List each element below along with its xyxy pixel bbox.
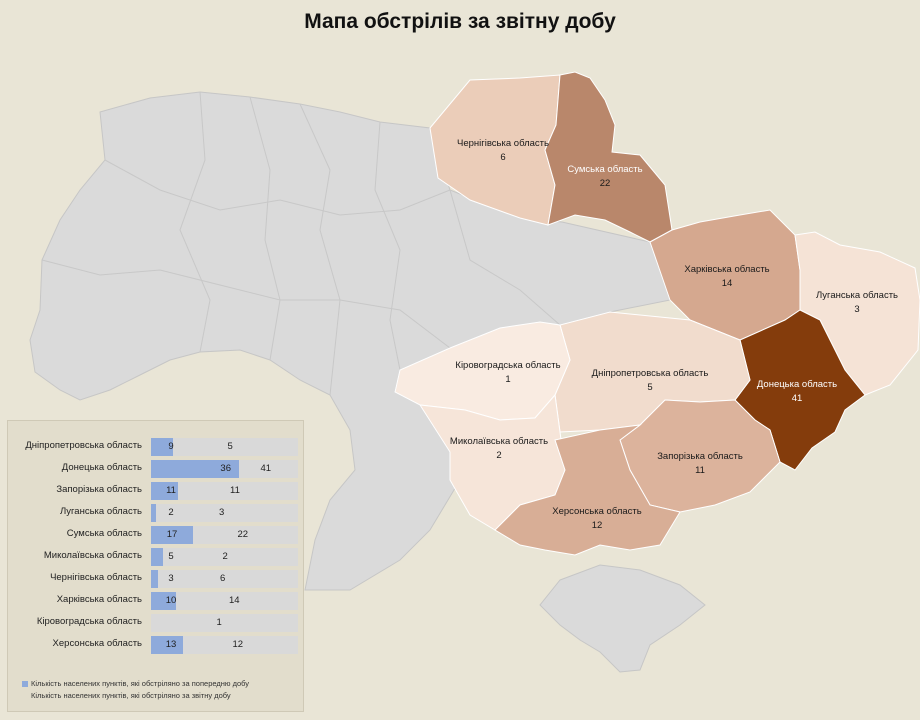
chart-value-current: 12 — [232, 639, 244, 650]
chart-row: Донецька область 36 41 — [8, 460, 303, 479]
label-kirovohrad: Кіровоградська область — [455, 360, 560, 371]
value-mykolaiv: 2 — [496, 450, 501, 461]
region-kherson[interactable] — [494, 424, 681, 556]
chart-value-previous: 10 — [165, 595, 177, 606]
label-sumy: Сумська область — [567, 164, 642, 175]
value-kirovohrad: 1 — [505, 374, 510, 385]
chart-value-current: 41 — [260, 463, 272, 474]
chart-category-label: Миколаївська область — [43, 550, 142, 561]
chart-value-previous: 3 — [168, 573, 174, 584]
label-mykolaiv: Миколаївська область — [450, 436, 548, 447]
chart-bar-current: 1 — [151, 614, 298, 632]
oblast-borders — [41, 91, 561, 396]
chart-bar-previous — [151, 570, 158, 588]
chart-value-previous: 13 — [165, 639, 177, 650]
chart-value-previous: 5 — [168, 551, 174, 562]
chart-value-current: 14 — [229, 595, 240, 606]
chart-bar-current: 36 41 — [151, 460, 298, 478]
chart-category-label: Херсонська область — [52, 638, 142, 649]
chart-value-current: 11 — [230, 485, 240, 496]
chart-category-label: Луганська область — [59, 506, 142, 517]
chart-row: Запорізька область 11 11 — [8, 482, 303, 501]
value-dnipro: 5 — [647, 382, 652, 393]
chart-bar-previous — [151, 548, 163, 566]
chart-row: Херсонська область 13 12 — [8, 636, 303, 655]
chart-row: Кіровоградська область 1 — [8, 614, 303, 633]
chart-bar-previous — [151, 460, 239, 478]
chart-row: Харківська область 10 14 — [8, 592, 303, 611]
chart-bar-previous — [151, 636, 183, 654]
chart-value-previous: 11 — [166, 485, 176, 496]
label-kherson: Херсонська область — [552, 506, 642, 517]
label-chernihiv: Чернігівська область — [457, 138, 549, 149]
label-dnipro: Дніпропетровська область — [592, 368, 709, 379]
label-luhansk: Луганська область — [816, 290, 898, 301]
label-kharkiv: Харківська область — [684, 264, 769, 275]
label-donetsk: Донецька область — [757, 379, 837, 390]
region-crimea — [539, 564, 706, 673]
legend-label-current: Кількість населених пунктів, які обстріл… — [31, 691, 231, 700]
chart-bar-previous — [151, 482, 178, 500]
value-kharkiv: 14 — [722, 278, 733, 289]
legend-swatch-previous — [22, 681, 28, 688]
shelling-bar-chart: Дніпропетровська область 9 5 Донецька облас… — [7, 420, 304, 712]
chart-row: Миколаївська область 5 2 — [8, 548, 303, 567]
region-sumy[interactable] — [544, 71, 673, 243]
chart-value-current: 2 — [222, 551, 228, 562]
map-title: Мапа обстрілів за звітну добу — [304, 10, 616, 33]
chart-value-previous: 9 — [168, 441, 174, 452]
chart-row: Сумська область 17 22 — [8, 526, 303, 545]
value-chernihiv: 6 — [500, 152, 505, 163]
legend-previous: Кількість населених пунктів, які обстріл… — [22, 679, 249, 688]
chart-value-current: 22 — [237, 529, 249, 540]
chart-value-current: 5 — [227, 441, 233, 452]
chart-category-label: Чернігівська область — [50, 572, 142, 583]
chart-value-current: 6 — [220, 573, 226, 584]
chart-bar-current: 11 11 — [151, 482, 298, 500]
value-kherson: 12 — [592, 520, 603, 531]
chart-bar-current: 17 22 — [151, 526, 298, 544]
chart-category-label: Дніпропетровська область — [25, 440, 142, 451]
value-zaporizhzhia: 11 — [695, 465, 705, 476]
chart-value-current: 3 — [219, 507, 225, 518]
chart-bar-current: 13 12 — [151, 636, 298, 654]
chart-value-previous: 17 — [166, 529, 178, 540]
chart-value-previous: 36 — [220, 463, 231, 474]
chart-value-current: 1 — [216, 617, 222, 628]
chart-category-label: Сумська область — [66, 528, 142, 539]
legend-label-previous: Кількість населених пунктів, які обстріл… — [31, 679, 250, 688]
label-zaporizhzhia: Запорізька область — [657, 451, 743, 462]
chart-row: Чернігівська область 3 6 — [8, 570, 303, 589]
chart-bar-previous — [151, 438, 173, 456]
chart-category-label: Запорізька область — [56, 484, 142, 495]
chart-category-label: Кіровоградська область — [36, 616, 142, 627]
chart-bar-current: 10 14 — [151, 592, 298, 610]
chart-row: Луганська область 2 3 — [8, 504, 303, 523]
chart-bar-previous — [151, 504, 156, 522]
chart-category-label: Харківська область — [56, 594, 142, 605]
legend-current: Кількість населених пунктів, які обстріл… — [31, 691, 231, 700]
chart-value-previous: 2 — [168, 507, 174, 518]
value-sumy: 22 — [600, 178, 611, 189]
chart-category-label: Донецька область — [61, 462, 142, 473]
chart-bar-previous — [151, 592, 176, 610]
value-donetsk: 41 — [792, 393, 803, 404]
chart-row: Дніпропетровська область 9 5 — [8, 438, 303, 457]
value-luhansk: 3 — [854, 304, 859, 315]
chart-bar-previous — [151, 526, 193, 544]
